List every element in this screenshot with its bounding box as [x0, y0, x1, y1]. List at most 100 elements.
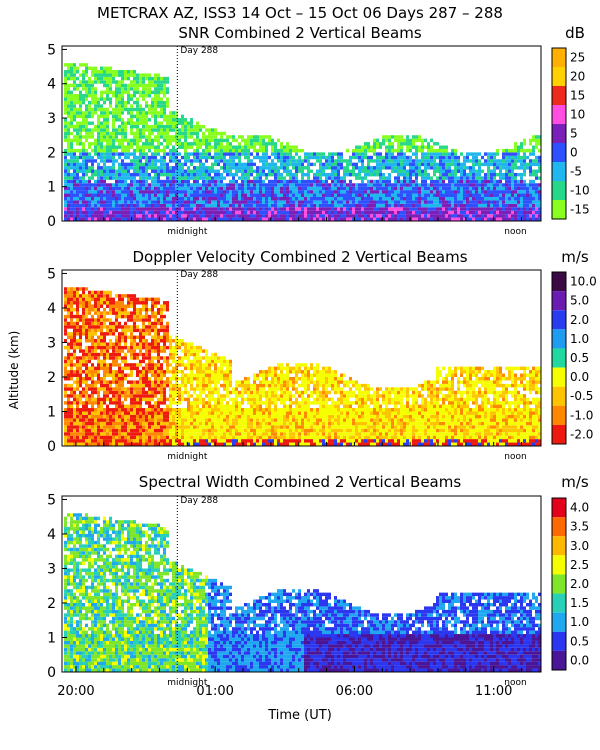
- heatmap-cell: [439, 145, 442, 149]
- heatmap-cell: [154, 148, 157, 153]
- heatmap-cell: [514, 193, 517, 197]
- heatmap-cell: [133, 387, 136, 391]
- heatmap-cell: [85, 404, 88, 409]
- heatmap-cell: [367, 159, 370, 163]
- heatmap-cell: [79, 339, 82, 343]
- heatmap-cell: [94, 397, 97, 402]
- heatmap-cell: [469, 207, 472, 211]
- heatmap-cell: [481, 155, 484, 160]
- heatmap-cell: [82, 207, 85, 211]
- heatmap-cell: [241, 203, 244, 208]
- heatmap-cell: [247, 142, 250, 146]
- heatmap-cell: [70, 179, 73, 184]
- heatmap-cell: [532, 145, 535, 149]
- heatmap-cell: [154, 217, 157, 221]
- heatmap-cell: [385, 207, 388, 211]
- heatmap-cell: [163, 80, 166, 84]
- heatmap-cell: [535, 176, 538, 180]
- heatmap-cell: [190, 200, 193, 204]
- heatmap-cell: [82, 203, 85, 208]
- heatmap-cell: [280, 183, 283, 187]
- heatmap-cell: [370, 159, 373, 163]
- heatmap-cell: [418, 190, 421, 194]
- heatmap-cell: [151, 193, 154, 197]
- heatmap-cell: [289, 176, 292, 180]
- heatmap-cell: [382, 179, 385, 184]
- heatmap-cell: [82, 155, 85, 160]
- heatmap-cell: [280, 200, 283, 204]
- heatmap-cell: [121, 335, 124, 340]
- heatmap-cell: [493, 166, 496, 170]
- heatmap-cell: [508, 207, 511, 211]
- heatmap-cell: [94, 307, 97, 312]
- heatmap-cell: [352, 203, 355, 208]
- heatmap-cell: [64, 363, 67, 367]
- heatmap-cell: [109, 217, 112, 221]
- heatmap-cell: [160, 131, 163, 136]
- heatmap-cell: [391, 190, 394, 194]
- heatmap-cell: [82, 294, 85, 298]
- heatmap-cell: [79, 314, 82, 319]
- heatmap-cell: [532, 172, 535, 177]
- heatmap-cell: [388, 196, 391, 201]
- heatmap-cell: [307, 179, 310, 184]
- heatmap-cell: [409, 138, 412, 143]
- heatmap-cell: [169, 169, 172, 173]
- heatmap-cell: [415, 196, 418, 201]
- heatmap-cell: [430, 210, 433, 215]
- heatmap-cell: [94, 159, 97, 163]
- heatmap-cell: [397, 159, 400, 163]
- heatmap-cell: [421, 172, 424, 177]
- heatmap-cell: [112, 442, 115, 446]
- heatmap-cell: [319, 217, 322, 221]
- heatmap-cell: [430, 214, 433, 218]
- heatmap-cell: [82, 186, 85, 191]
- colorbar-swatch: [552, 124, 566, 143]
- heatmap-cell: [112, 408, 115, 412]
- heatmap-cell: [127, 210, 130, 215]
- heatmap-cell: [460, 169, 463, 173]
- heatmap-cell: [175, 200, 178, 204]
- heatmap-cell: [172, 138, 175, 143]
- heatmap-cell: [235, 155, 238, 160]
- heatmap-cell: [202, 172, 205, 177]
- heatmap-cell: [79, 148, 82, 153]
- heatmap-cell: [253, 214, 256, 218]
- heatmap-cell: [130, 207, 133, 211]
- heatmap-cell: [334, 186, 337, 191]
- heatmap-cell: [244, 176, 247, 180]
- heatmap-cell: [166, 128, 169, 132]
- heatmap-cell: [88, 193, 91, 197]
- heatmap-cell: [310, 207, 313, 211]
- heatmap-cell: [172, 166, 175, 170]
- heatmap-cell: [505, 172, 508, 177]
- heatmap-cell: [112, 145, 115, 149]
- heatmap-cell: [79, 356, 82, 360]
- heatmap-cell: [379, 207, 382, 211]
- heatmap-cell: [115, 325, 118, 329]
- heatmap-cell: [91, 142, 94, 146]
- heatmap-cell: [328, 210, 331, 215]
- heatmap-cell: [163, 114, 166, 119]
- heatmap-cell: [319, 207, 322, 211]
- heatmap-cell: [433, 210, 436, 215]
- heatmap-cell: [193, 214, 196, 218]
- heatmap-cell: [133, 162, 136, 167]
- heatmap-cell: [112, 414, 115, 419]
- heatmap-cell: [217, 155, 220, 160]
- heatmap-cell: [142, 217, 145, 221]
- heatmap-cell: [163, 217, 166, 221]
- heatmap-cell: [139, 114, 142, 119]
- heatmap-cell: [118, 118, 121, 122]
- heatmap-cell: [478, 193, 481, 197]
- heatmap-cell: [205, 135, 208, 139]
- heatmap-cell: [397, 176, 400, 180]
- heatmap-cell: [247, 135, 250, 139]
- heatmap-cell: [418, 148, 421, 153]
- heatmap-cell: [517, 200, 520, 204]
- heatmap-cell: [154, 166, 157, 170]
- heatmap-cell: [124, 373, 127, 377]
- heatmap-cell: [76, 114, 79, 119]
- heatmap-cell: [157, 111, 160, 115]
- heatmap-cell: [355, 190, 358, 194]
